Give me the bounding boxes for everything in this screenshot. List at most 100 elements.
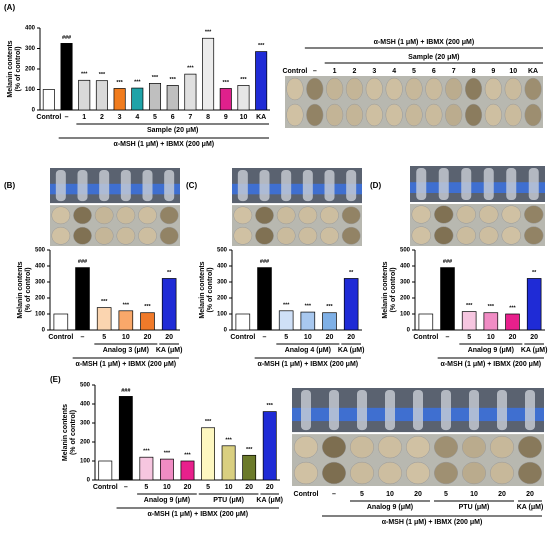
group-label: Analog 9 (μM) [468, 347, 514, 354]
bar [322, 312, 337, 331]
bar [148, 82, 162, 111]
y-tick-label: 500 [217, 248, 228, 254]
x-tick-label: Control [36, 114, 61, 121]
x-tick-label: 10 [163, 484, 171, 491]
plate-label: 20 [526, 491, 534, 498]
significance-label: *** [283, 302, 290, 308]
well [411, 205, 431, 224]
well [524, 205, 544, 224]
panel-label: (B) [4, 181, 15, 190]
tube [483, 168, 494, 200]
bar [140, 312, 155, 331]
x-tick-label: 9 [224, 114, 228, 121]
significance-label: *** [258, 43, 265, 49]
y-tick-label: 300 [35, 280, 46, 286]
well [321, 461, 347, 485]
y-axis-label: (% of control) [15, 46, 22, 91]
tube [416, 168, 427, 200]
well [286, 103, 304, 127]
tube [525, 390, 535, 431]
well [138, 226, 157, 245]
bar [505, 313, 520, 331]
bar [118, 396, 133, 481]
significance-label: *** [143, 449, 150, 455]
x-tick-label: KA [256, 114, 266, 121]
plate-label: 7 [452, 68, 456, 75]
well [73, 206, 92, 225]
y-tick-label: 100 [25, 87, 36, 93]
well [433, 461, 459, 485]
x-tick-label: – [65, 114, 69, 121]
y-axis-label: Melanin contents [62, 404, 69, 461]
significance-label: *** [223, 80, 230, 86]
y-tick-label: 400 [80, 402, 91, 408]
bar [75, 267, 90, 331]
photo [50, 168, 180, 246]
bar [343, 278, 359, 331]
x-tick-label: 20 [509, 334, 517, 341]
group-label: α-MSH (1 μM) + IBMX (200 μM) [76, 361, 177, 368]
well [276, 206, 296, 225]
y-axis-label: Melanin contents [382, 261, 389, 318]
bar [139, 456, 154, 481]
plate-label: Control [294, 491, 319, 498]
panel-label: (E) [50, 375, 61, 384]
well [116, 206, 136, 225]
y-axis-label: (% of control) [207, 267, 214, 312]
bar [113, 88, 126, 111]
y-tick-label: 500 [400, 248, 411, 254]
well [321, 435, 347, 459]
well [159, 206, 179, 225]
tube-rack [232, 183, 362, 195]
panel-label: (D) [370, 181, 381, 190]
y-tick-label: 0 [87, 478, 91, 484]
significance-label: *** [205, 419, 212, 425]
x-tick-label: 20 [165, 334, 173, 341]
well [517, 435, 543, 459]
significance-label: ### [443, 259, 452, 265]
x-tick-label: 1 [82, 114, 86, 121]
plate-label: 3 [372, 68, 376, 75]
significance-label: *** [152, 75, 159, 81]
plate-group-label: Sample (20 μM) [408, 54, 459, 61]
y-axis-label: (% of control) [25, 267, 32, 312]
bar [160, 458, 174, 481]
significance-label: *** [99, 72, 106, 78]
photo [410, 166, 545, 246]
tube [438, 168, 449, 200]
group-label: KA (μM) [256, 497, 283, 504]
tube [164, 170, 175, 202]
y-tick-label: 300 [400, 280, 411, 286]
well [94, 206, 114, 225]
well [298, 226, 318, 245]
significance-label: ### [62, 35, 71, 41]
plate-label: 9 [491, 68, 495, 75]
well [405, 461, 431, 485]
plate-label: 8 [472, 68, 476, 75]
well [345, 77, 364, 101]
well [484, 77, 502, 101]
well [306, 77, 324, 101]
well [501, 205, 521, 224]
x-tick-label: 5 [153, 114, 157, 121]
panel-label: (C) [186, 181, 197, 190]
bar [96, 307, 112, 331]
y-axis-label: Melanin contents [17, 261, 24, 318]
well [320, 206, 339, 225]
well [349, 435, 375, 459]
x-tick-label: 5 [206, 484, 210, 491]
y-tick-label: 300 [217, 280, 228, 286]
x-tick-label: 4 [135, 114, 139, 121]
significance-label: *** [134, 80, 141, 86]
tube [142, 170, 153, 202]
well [293, 435, 319, 459]
well [501, 226, 521, 245]
bar [184, 73, 197, 111]
significance-label: *** [101, 299, 108, 305]
well [456, 205, 476, 224]
well [433, 435, 459, 459]
y-tick-label: 400 [25, 26, 36, 32]
y-tick-label: 500 [80, 383, 91, 389]
plate-group-label: α-MSH (1 μM) + IBMX (200 μM) [374, 39, 475, 46]
well [255, 206, 274, 225]
